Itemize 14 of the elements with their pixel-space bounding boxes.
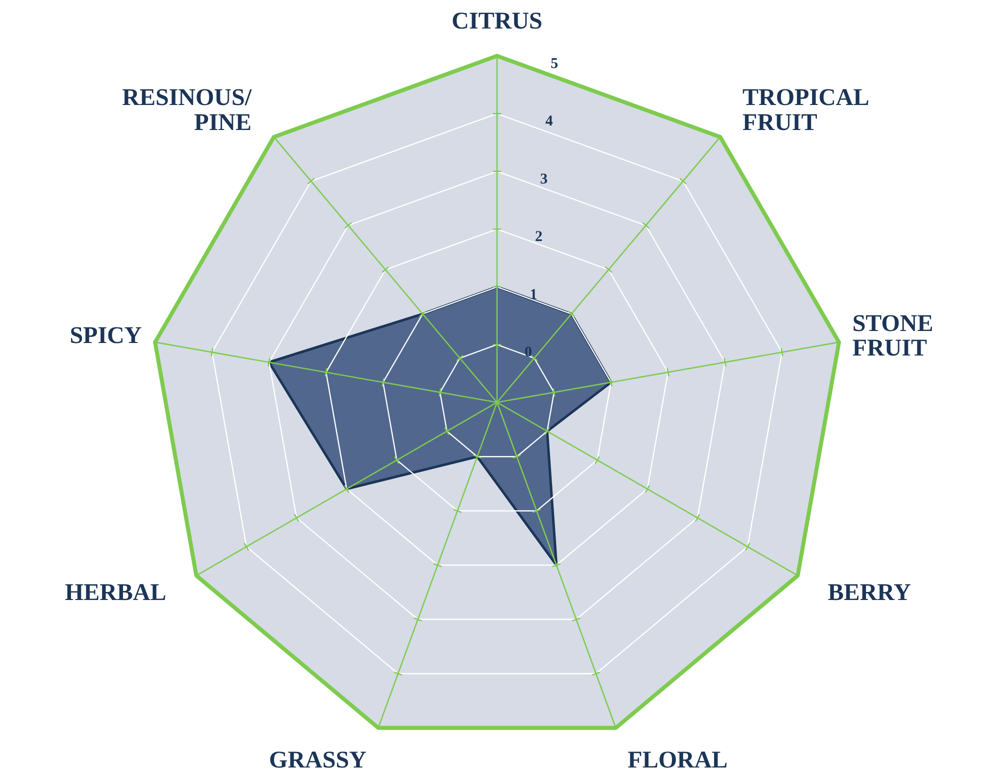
spoke-label: HERBAL <box>64 580 166 606</box>
spoke-label: BERRY <box>828 580 911 606</box>
spoke-label: FLORAL <box>628 747 728 774</box>
spoke-label: SPICY <box>70 323 142 350</box>
spoke-label: TROPICAL FRUIT <box>742 85 870 136</box>
spoke-label: CITRUS <box>452 8 542 34</box>
y-tick-label: 3 <box>540 171 548 188</box>
spoke-label: STONE FRUIT <box>852 310 934 362</box>
spoke-label: GRASSY <box>269 747 366 774</box>
y-tick-label: 2 <box>534 229 542 246</box>
y-tick-label: 5 <box>550 56 558 72</box>
spoke-label: RESINOUS/ PINE <box>122 85 252 136</box>
y-tick-label: 1 <box>530 286 538 303</box>
y-tick-label: 4 <box>545 114 554 130</box>
